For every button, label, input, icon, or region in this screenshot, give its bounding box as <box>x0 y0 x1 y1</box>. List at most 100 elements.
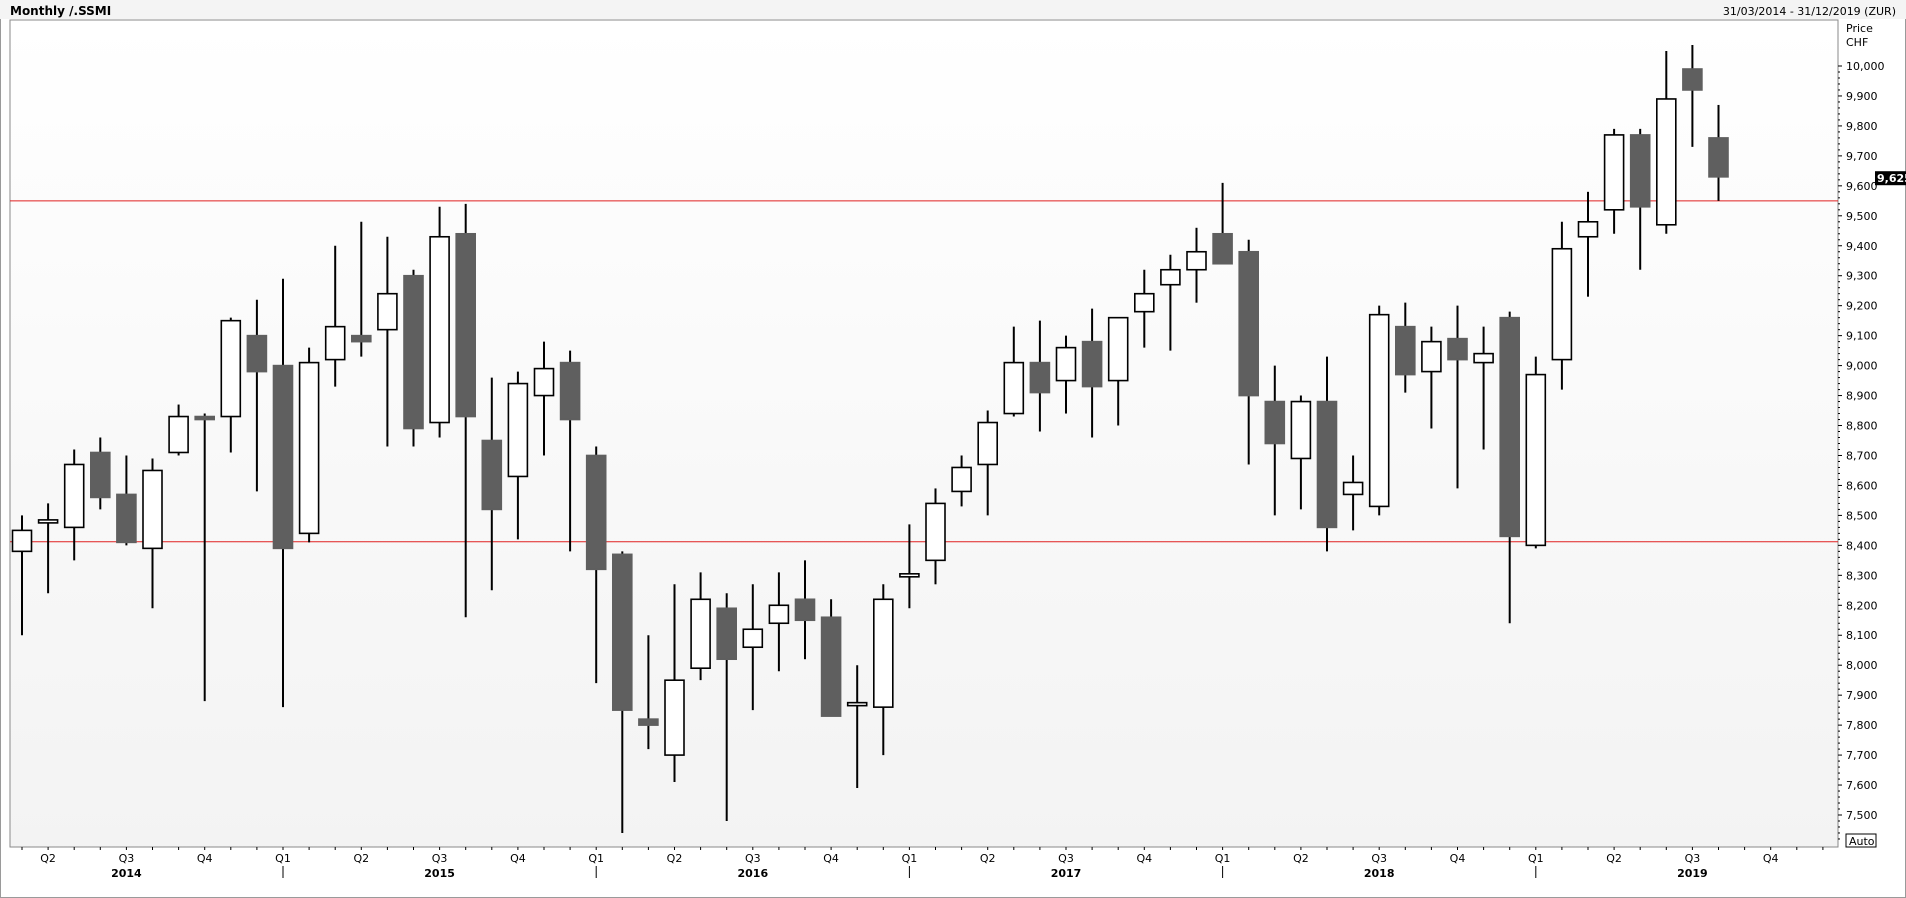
x-quarter-label: Q1 <box>588 852 604 865</box>
candle <box>977 410 999 516</box>
candle <box>220 317 242 453</box>
candle-body-down <box>1629 134 1651 208</box>
x-quarter-label: Q2 <box>353 852 369 865</box>
x-quarter-label: Q3 <box>1058 852 1074 865</box>
y-tick-label: 10,000 <box>1846 60 1885 73</box>
x-year-label: 2016 <box>737 867 768 880</box>
candle-body-up <box>1421 340 1442 373</box>
y-tick-label: 9,700 <box>1846 150 1878 163</box>
candle-body-down <box>1264 400 1286 445</box>
candle-body-up <box>1656 98 1677 226</box>
candle <box>1160 254 1181 351</box>
candle-body-down <box>716 607 738 661</box>
candle-body-down <box>1395 325 1416 376</box>
candle <box>90 437 111 510</box>
candle-body-down <box>246 334 268 373</box>
candle <box>716 593 738 821</box>
candle <box>559 350 581 552</box>
x-year-label: 2014 <box>111 867 142 880</box>
candle-body-up <box>1186 250 1207 271</box>
x-quarter-label: Q3 <box>745 852 761 865</box>
x-axis: Q2 Q3 2014 Q4 Q1 Q2 Q3 2015 Q4 Q1 Q2 Q3 2016 Q4 Q1 Q2 Q3… <box>21 847 1824 880</box>
candle-body-up <box>142 469 163 550</box>
auto-scale-button[interactable]: Auto <box>1845 833 1877 848</box>
candle <box>429 206 450 438</box>
candle <box>638 635 659 750</box>
y-tick-label: 7,700 <box>1846 749 1878 762</box>
candle-body-down <box>1499 316 1520 538</box>
y-tick-label: 8,100 <box>1846 629 1878 642</box>
candle-body-down <box>194 415 215 421</box>
candle <box>1447 305 1468 489</box>
x-quarter-label: Q4 <box>197 852 213 865</box>
candle <box>1395 302 1416 393</box>
candle-body-down <box>1447 337 1468 361</box>
y-tick-label: 8,600 <box>1846 479 1878 492</box>
candle <box>1342 455 1364 531</box>
candle <box>481 377 503 591</box>
candle <box>142 458 163 609</box>
candle-body-up <box>977 421 999 466</box>
candle-body-up <box>168 415 189 454</box>
x-quarter-label: Q3 <box>1371 852 1387 865</box>
candle-body-up <box>846 701 868 707</box>
candle-body-up <box>1342 481 1364 496</box>
candle <box>63 449 85 561</box>
candles <box>11 45 1729 833</box>
candle <box>1682 45 1703 147</box>
candle-body-down <box>403 274 424 430</box>
candle <box>455 203 477 618</box>
candle <box>1603 128 1625 234</box>
candle <box>690 572 711 681</box>
candle <box>1708 104 1729 201</box>
candle-body-up <box>1003 361 1025 415</box>
candle-body-up <box>1290 400 1312 460</box>
y-tick-label: 9,900 <box>1846 90 1878 103</box>
candle <box>272 278 294 708</box>
y-tick-label: 8,300 <box>1846 569 1878 582</box>
candle-body-up <box>377 292 398 331</box>
x-quarter-label: Q2 <box>667 852 683 865</box>
candle-body-down <box>272 364 294 550</box>
candle-body-up <box>220 319 242 418</box>
candle-body-down <box>1682 68 1703 91</box>
date-range: 31/03/2014 - 31/12/2019 (ZUR) <box>1723 5 1896 18</box>
x-quarter-label: Q4 <box>510 852 526 865</box>
x-quarter-label: Q2 <box>40 852 56 865</box>
auto-button-frame[interactable] <box>1845 833 1877 848</box>
auto-button-label[interactable]: Auto <box>1849 835 1875 848</box>
candle <box>1421 326 1442 429</box>
candle <box>1473 326 1494 450</box>
candle <box>899 524 920 609</box>
candle-body-up <box>1525 373 1547 547</box>
candle <box>768 572 790 672</box>
y-tick-label: 9,600 <box>1846 180 1878 193</box>
x-quarter-label: Q3 <box>119 852 135 865</box>
candle-body-down <box>455 232 477 418</box>
x-quarter-label: Q4 <box>1136 852 1152 865</box>
candle-body-up <box>1107 316 1129 382</box>
candle-body-up <box>11 529 33 553</box>
y-tick-label: 8,500 <box>1846 509 1878 522</box>
candle-body-up <box>1055 346 1077 382</box>
candle <box>1081 308 1103 438</box>
candle <box>794 560 816 660</box>
x-quarter-label: Q1 <box>902 852 918 865</box>
candle-body-up <box>1473 352 1494 364</box>
candle-body-down <box>481 439 503 511</box>
x-quarter-label: Q4 <box>823 852 839 865</box>
candle <box>246 299 268 492</box>
y-tick-label: 9,800 <box>1846 120 1878 133</box>
candle <box>507 371 529 540</box>
candle-body-up <box>664 679 685 756</box>
candle-body-down <box>1081 340 1103 388</box>
y-axis: 7,500 7,600 7,700 7,800 7,900 8,000 8,100 8,200… <box>1838 60 1885 840</box>
last-price-badge <box>1875 171 1906 186</box>
candle <box>846 665 868 789</box>
candle <box>1656 51 1677 234</box>
candle-body-up <box>768 604 790 625</box>
y-tick-label: 7,900 <box>1846 689 1878 702</box>
currency-label: CHF <box>1846 36 1868 49</box>
candle-body-up <box>298 361 320 535</box>
